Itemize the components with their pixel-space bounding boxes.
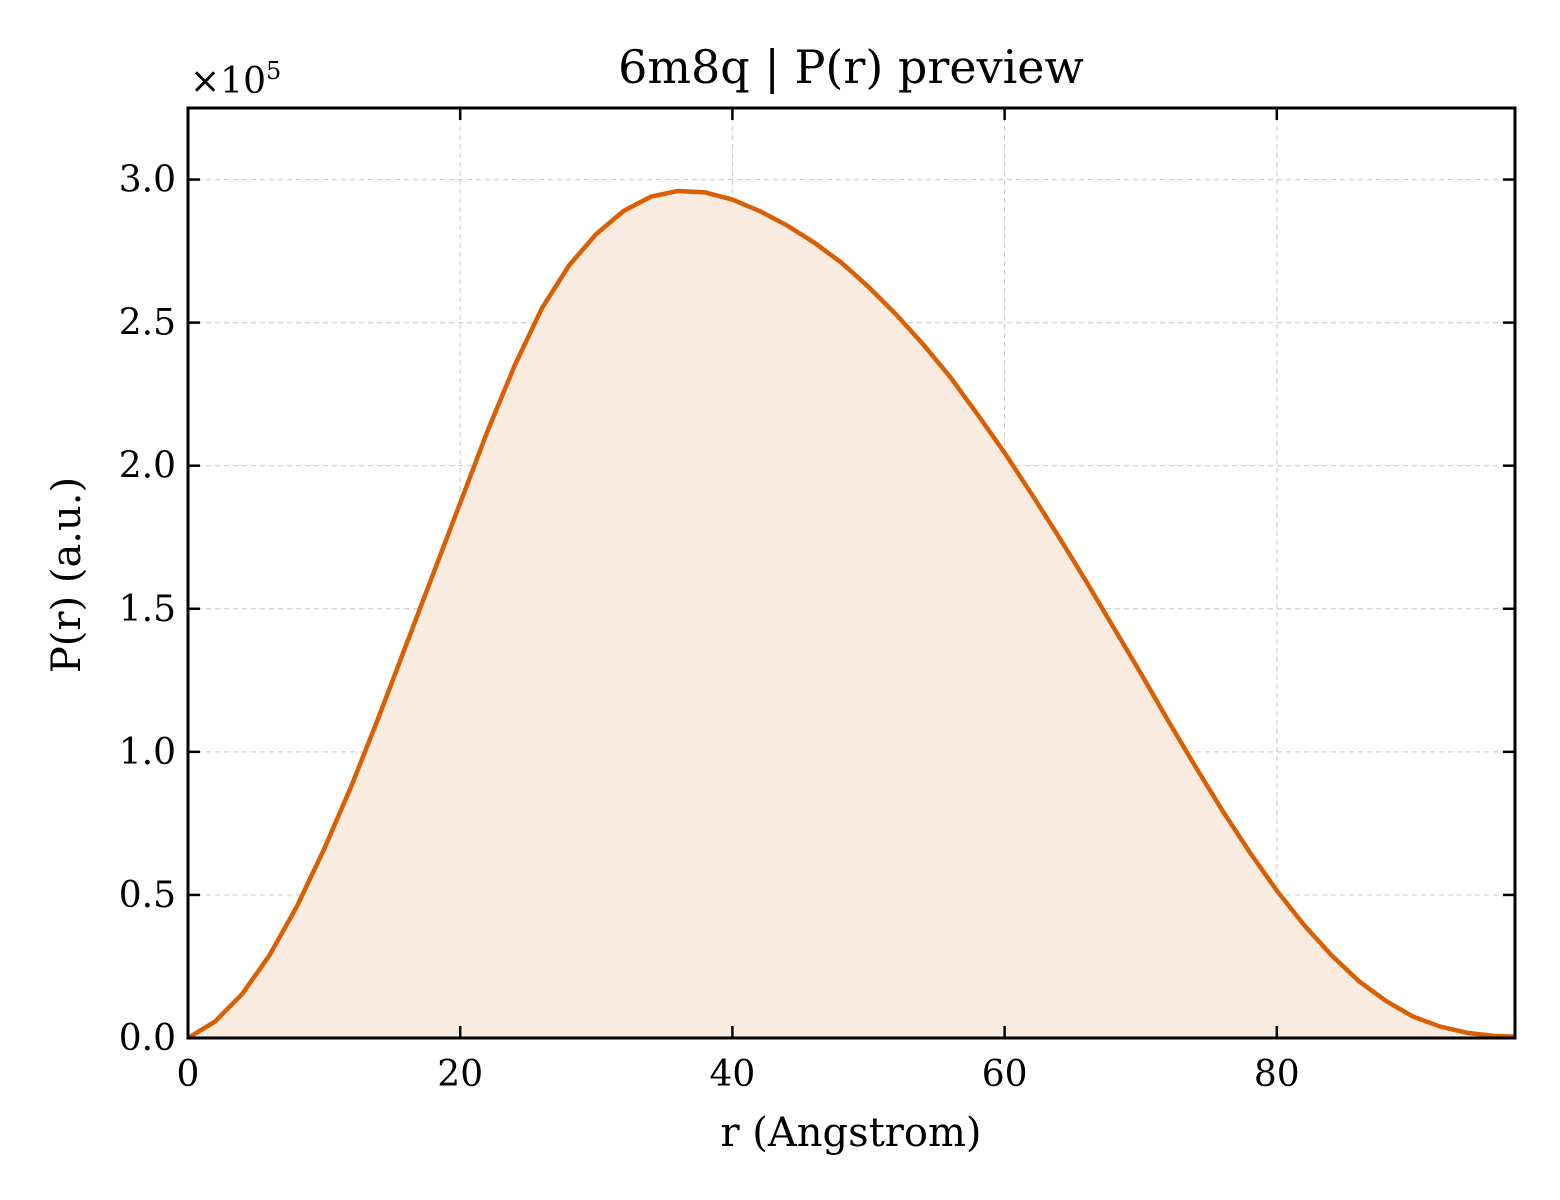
y-tick-label: 0.0 bbox=[119, 1018, 176, 1059]
x-tick-label: 80 bbox=[1254, 1054, 1300, 1095]
plot-area bbox=[186, 188, 1516, 1040]
y-offset-exponent: 5 bbox=[266, 57, 281, 85]
x-tick-label: 40 bbox=[710, 1054, 756, 1095]
y-offset-base: ×10 bbox=[190, 61, 266, 102]
y-tick-label: 0.5 bbox=[119, 875, 176, 916]
y-offset-label: ×105 bbox=[190, 57, 281, 102]
x-axis-label: r (Angstrom) bbox=[720, 1110, 981, 1156]
x-tick-label: 20 bbox=[437, 1054, 483, 1095]
y-tick-label: 1.5 bbox=[119, 589, 176, 630]
chart-title: 6m8q | P(r) preview bbox=[618, 40, 1084, 94]
y-axis-label: P(r) (a.u.) bbox=[44, 477, 90, 673]
area-fill bbox=[188, 190, 1515, 1039]
axis-ticks: 0 20 40 60 80 0.0 0.5 1.0 1.5 2.0 2.5 3.0 bbox=[119, 108, 1515, 1095]
plot-frame bbox=[186, 106, 1517, 1040]
y-tick-label: 2.0 bbox=[119, 446, 176, 487]
series-line bbox=[186, 188, 1516, 1040]
x-tick-label: 60 bbox=[982, 1054, 1028, 1095]
y-tick-label: 1.0 bbox=[119, 732, 176, 773]
x-tick-label: 0 bbox=[177, 1054, 200, 1095]
y-tick-label: 3.0 bbox=[119, 160, 176, 201]
y-tick-label: 2.5 bbox=[119, 303, 176, 344]
